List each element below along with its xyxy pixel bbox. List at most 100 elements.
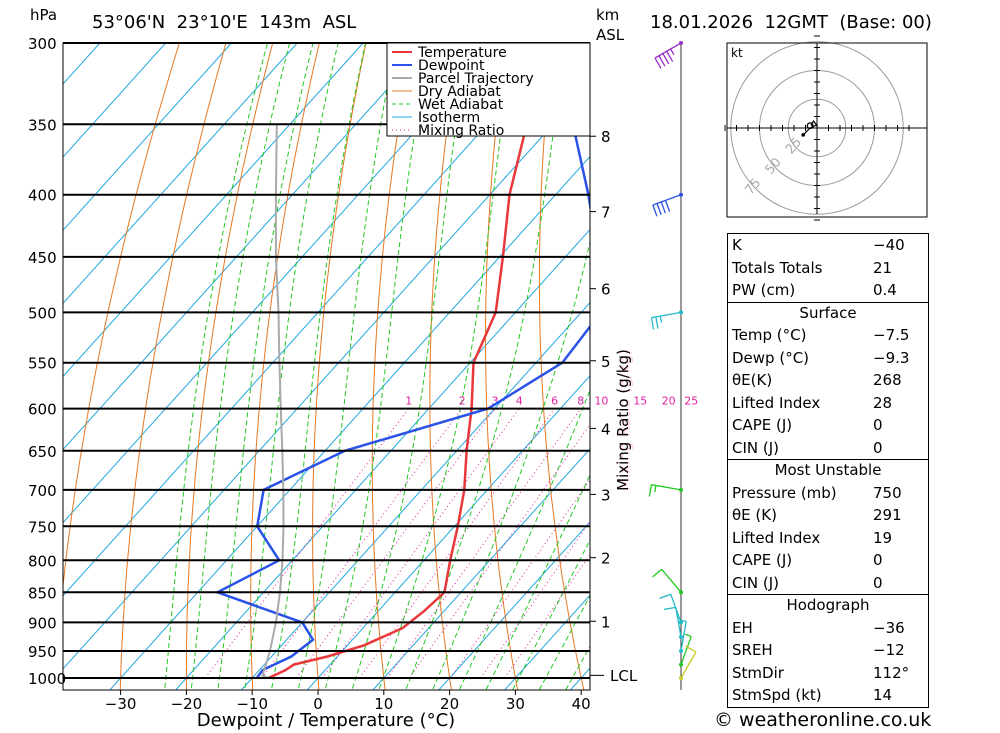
index-label: θE(K) <box>732 371 773 389</box>
km-tick-label: 5 <box>601 353 611 371</box>
index-value: −9.3 <box>873 348 910 367</box>
isotherm-line <box>63 43 430 451</box>
dry-adiabat-line <box>429 43 460 690</box>
dry-adiabat-line <box>119 43 227 690</box>
pressure-tick-label: 400 <box>28 187 57 205</box>
index-value: 0 <box>873 551 883 569</box>
surface-row: CIN (J) 0 <box>728 437 928 460</box>
km-tick-label: 8 <box>601 128 611 146</box>
surface-row: Lifted Index 28 <box>728 392 928 415</box>
mu-row: Lifted Index 19 <box>728 527 928 550</box>
index-value: 19 <box>873 528 893 547</box>
wind-barb-dot <box>679 620 683 625</box>
index-label: CAPE (J) <box>732 416 793 434</box>
dry-adiabat-line <box>312 43 367 690</box>
wind-barb-dot <box>679 662 683 667</box>
wind-barb-staff <box>680 636 692 665</box>
mixing-ratio-label: 1 <box>405 395 412 408</box>
surface-row: CAPE (J) 0 <box>728 414 928 437</box>
wind-barb-flag <box>654 57 662 69</box>
temperature-tick-label: 0 <box>313 695 323 713</box>
mixing-ratio-line <box>386 408 582 679</box>
wind-barb <box>679 645 697 680</box>
wind-barb-staff <box>651 311 682 319</box>
legend-label-parcel: Parcel Trajectory <box>418 71 534 87</box>
pressure-unit: hPa <box>30 6 57 24</box>
wind-barb-flag <box>655 316 659 329</box>
wind-barb-flag <box>662 53 670 65</box>
index-value: 0 <box>873 438 883 457</box>
wind-barb <box>679 619 687 653</box>
pressure-tick-label: 850 <box>28 584 57 602</box>
wind-barb-flag <box>650 317 655 330</box>
mixing-ratio-label: 8 <box>577 395 584 408</box>
km-tick-label: 7 <box>601 204 611 222</box>
wet-adiabat-line <box>538 594 590 690</box>
hodograph-title: Hodograph <box>786 596 870 614</box>
km-tick-label: 1 <box>601 613 611 631</box>
index-label: θE (K) <box>732 506 777 524</box>
isotherm-line <box>438 521 590 690</box>
wind-barb-flag <box>648 484 653 497</box>
wet-adiabat-line <box>405 43 566 690</box>
wet-adiabat-line <box>431 239 590 690</box>
axes: 3003504004505005506006507007508008509009… <box>28 35 611 713</box>
wind-barb-flag <box>652 568 663 578</box>
index-label: K <box>732 236 742 254</box>
pressure-tick-label: 900 <box>28 614 57 632</box>
wind-barb-flag <box>654 485 657 493</box>
wind-barb-flag <box>679 619 687 623</box>
legend: Temperature Dewpoint Parcel Trajectory D… <box>386 42 591 139</box>
hodograph-frame <box>726 42 928 218</box>
hodograph-ring-label: 75 <box>742 176 764 198</box>
index-row-totals: Totals Totals 21 <box>728 257 928 280</box>
pressure-tick-label: 300 <box>28 35 57 53</box>
legend-box <box>386 42 591 137</box>
storm-motion-marker <box>806 122 814 130</box>
mu-row: CAPE (J) 0 <box>728 549 928 572</box>
legend-label-isotherm: Isotherm <box>418 110 480 126</box>
isotherm-line <box>63 43 364 378</box>
index-label: Temp (°C) <box>732 326 807 344</box>
hodo-row: SREH −12 <box>728 639 928 662</box>
wet-adiabat-line <box>217 43 314 690</box>
hodograph-ring-label: 25 <box>783 135 805 157</box>
wind-barb-staff <box>651 484 682 491</box>
pressure-tick-label: 800 <box>28 552 57 570</box>
wind-barb-dot <box>679 487 683 492</box>
index-row-k: K −40 <box>728 234 928 257</box>
temperature-tick-label: 20 <box>440 695 459 713</box>
mixing-ratio-axis-label: Mixing Ratio (g/kg) <box>614 349 632 491</box>
wind-barb-dot <box>679 41 683 45</box>
km-tick-label: 2 <box>601 550 611 568</box>
dry-adiabat-line <box>972 43 1000 705</box>
mu-row: Pressure (mb) 750 <box>728 482 928 505</box>
isotherm-line <box>63 43 298 305</box>
surface-title: Surface <box>799 303 857 322</box>
hodograph-unit: kt <box>731 46 743 60</box>
hodograph-start-dot <box>801 133 805 137</box>
wind-barb-dot <box>679 192 683 197</box>
hodo-row: StmSpd (kt) 14 <box>728 684 928 707</box>
pressure-tick-label: 650 <box>28 443 57 461</box>
wind-barb-staff <box>675 607 682 637</box>
index-label: StmDir <box>732 663 784 682</box>
isotherm-line <box>109 155 590 690</box>
hodo-row: EH −36 <box>728 617 928 640</box>
index-value: 0.4 <box>873 281 897 299</box>
wet-adiabat-line <box>297 43 397 690</box>
legend-label-temperature: Temperature <box>417 45 507 61</box>
mixing-ratio-label: 10 <box>594 395 608 408</box>
wind-barb-flag <box>659 315 663 323</box>
surface-row: θE(K) 268 <box>728 369 928 392</box>
wind-barb-flag <box>666 50 674 62</box>
pressure-tick-label: 350 <box>28 116 57 134</box>
wind-barb-flag <box>660 201 666 214</box>
wind-barb <box>652 568 683 595</box>
wind-barb-staff <box>654 42 682 59</box>
temperature-tick-label: −30 <box>105 695 137 713</box>
index-value: 28 <box>873 393 893 412</box>
index-label: CIN (J) <box>732 573 780 592</box>
index-value: −40 <box>873 236 905 254</box>
